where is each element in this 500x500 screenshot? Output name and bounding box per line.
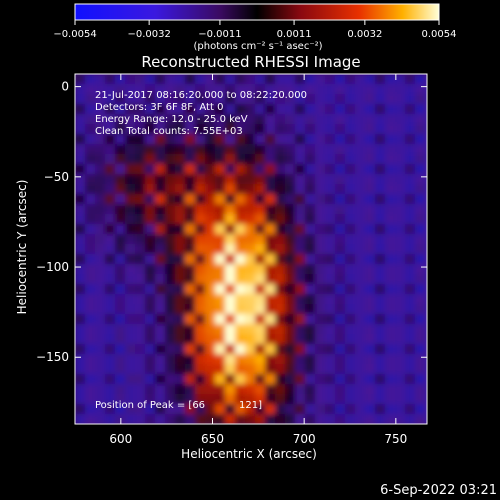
colorbar-tick-label: −0.0054	[53, 29, 96, 40]
colorbar-gradient	[74, 3, 440, 21]
y-tick-label: −100	[36, 260, 69, 274]
heatmap-cells	[75, 74, 427, 424]
annotation-line: Clean Total counts: 7.55E+03	[95, 126, 243, 137]
colorbar-tick-label: 0.0054	[422, 29, 457, 40]
x-tick-label: 700	[293, 432, 316, 446]
colorbar-tick-label: −0.0011	[198, 29, 241, 40]
colorbar-ticks: −0.0054 −0.0032 −0.0011 0.0011 0.0032 0.0054	[53, 20, 457, 40]
colorbar: −0.0054 −0.0032 −0.0011 0.0011 0.0032 0.0054 …	[53, 3, 457, 52]
annotation-line: 21-Jul-2017 08:16:20.000 to 08:22:20.000	[95, 90, 307, 101]
y-tick-label: −50	[44, 170, 69, 184]
colorbar-tick-label: 0.0032	[347, 29, 382, 40]
y-axis: 0 −50 −100 −150	[36, 80, 427, 364]
footer-timestamp: 6-Sep-2022 03:21	[380, 483, 497, 498]
colorbar-tick-label: 0.0011	[277, 29, 312, 40]
annotation-line: Detectors: 3F 6F 8F, Att 0	[95, 102, 223, 113]
x-axis: 600 650 700 750	[109, 74, 407, 446]
peak-label: Position of Peak = [66	[95, 400, 205, 411]
x-axis-label: Heliocentric X (arcsec)	[181, 447, 317, 461]
peak-annotation: Position of Peak = [66 121]	[95, 400, 262, 411]
annotation-line: Energy Range: 12.0 - 25.0 keV	[95, 114, 248, 125]
peak-label-end: 121]	[239, 400, 262, 411]
x-tick-label: 650	[201, 432, 224, 446]
plot-frame	[74, 73, 428, 425]
x-tick-label: 750	[384, 432, 407, 446]
y-axis-label: Heliocentric Y (arcsec)	[15, 180, 29, 315]
y-tick-label: −150	[36, 350, 69, 364]
colorbar-tick-label: −0.0032	[127, 29, 170, 40]
annotation-block: 21-Jul-2017 08:16:20.000 to 08:22:20.000…	[95, 90, 307, 137]
y-tick-label: 0	[61, 80, 69, 94]
x-tick-label: 600	[109, 432, 132, 446]
colorbar-unit: (photons cm⁻² s⁻¹ asec⁻²)	[193, 41, 322, 52]
chart-title: Reconstructed RHESSI Image	[141, 53, 360, 71]
heatmap-image	[75, 74, 427, 424]
